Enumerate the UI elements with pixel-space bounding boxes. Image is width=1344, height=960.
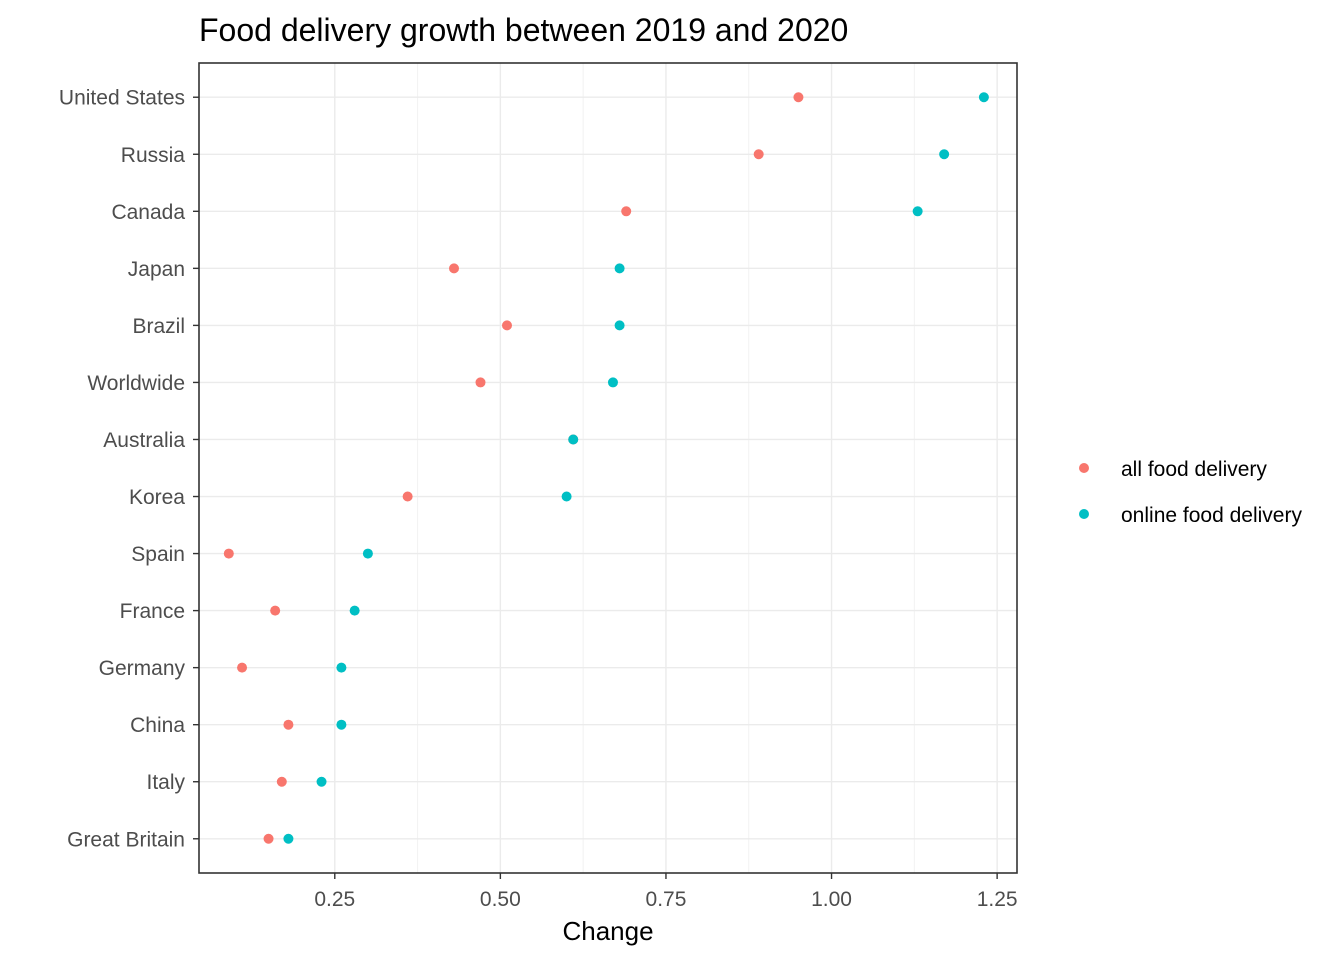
y-tick-label: Australia — [103, 429, 185, 452]
chart-title: Food delivery growth between 2019 and 20… — [199, 12, 848, 48]
point-all-japan — [449, 263, 460, 274]
point-online-worldwide — [607, 377, 618, 388]
y-tick-label: Canada — [111, 201, 185, 224]
point-all-canada — [621, 206, 632, 217]
x-axis: 0.25 0.50 0.75 1.00 1.25 — [314, 873, 1018, 911]
plot-panel-border — [198, 62, 1018, 874]
point-online-canada — [912, 206, 923, 217]
point-online-france — [349, 605, 360, 616]
y-tick-label: Germany — [99, 657, 186, 680]
y-tick-label: Brazil — [132, 315, 185, 338]
y-tick-label: Worldwide — [87, 372, 185, 395]
x-tick-label: 1.25 — [977, 888, 1018, 911]
point-online-brazil — [614, 320, 625, 331]
data-points — [223, 92, 989, 844]
point-all-russia — [753, 149, 764, 160]
point-online-united-states — [978, 92, 989, 103]
y-tick-label: Great Britain — [67, 828, 185, 851]
legend-label: online food delivery — [1121, 504, 1302, 527]
legend-label: all food delivery — [1121, 458, 1267, 481]
y-tick-label: Spain — [131, 543, 185, 566]
y-tick-label: France — [120, 600, 185, 623]
y-tick-label: United States — [59, 87, 185, 110]
point-all-france — [270, 605, 281, 616]
legend-key — [1079, 463, 1089, 473]
point-all-korea — [402, 491, 413, 502]
point-online-australia — [568, 434, 579, 445]
point-all-great-britain — [263, 833, 274, 844]
y-axis: United States Russia Canada Japan Brazil Worl… — [59, 87, 199, 851]
x-axis-label: Change — [562, 916, 653, 946]
point-online-spain — [362, 548, 373, 559]
y-tick-label: Russia — [121, 144, 186, 167]
point-online-russia — [939, 149, 950, 160]
legend: all food delivery online food delivery — [1079, 458, 1302, 527]
point-online-korea — [561, 491, 572, 502]
point-all-italy — [276, 776, 287, 787]
point-all-spain — [223, 548, 234, 559]
point-online-china — [336, 719, 347, 730]
point-online-germany — [336, 662, 347, 673]
x-tick-label: 1.00 — [811, 888, 852, 911]
x-tick-label: 0.75 — [646, 888, 687, 911]
point-all-united-states — [793, 92, 804, 103]
y-tick-label: Korea — [129, 486, 185, 509]
point-online-great-britain — [283, 833, 294, 844]
point-online-japan — [614, 263, 625, 274]
point-all-brazil — [501, 320, 512, 331]
point-all-germany — [237, 662, 248, 673]
x-tick-label: 0.25 — [314, 888, 355, 911]
legend-key — [1079, 509, 1089, 519]
gridlines — [199, 63, 1017, 873]
point-all-worldwide — [475, 377, 486, 388]
y-tick-label: Italy — [146, 771, 185, 794]
y-tick-label: China — [130, 714, 185, 737]
point-online-italy — [316, 776, 327, 787]
point-all-china — [283, 719, 294, 730]
x-tick-label: 0.50 — [480, 888, 521, 911]
y-tick-label: Japan — [128, 258, 185, 281]
